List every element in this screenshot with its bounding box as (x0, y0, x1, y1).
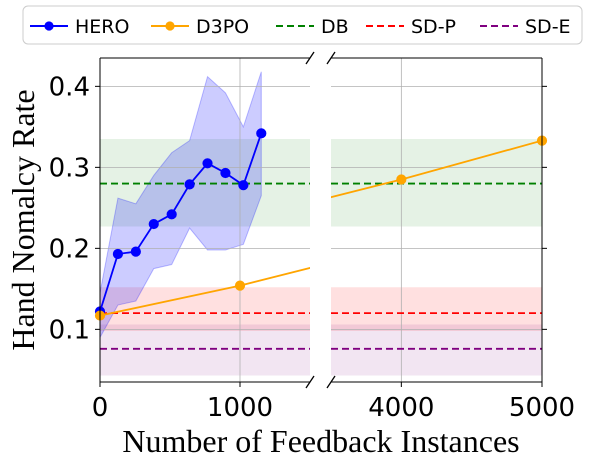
hero-point (112, 248, 124, 260)
legend-label: DB (321, 16, 349, 38)
hero-line-right (0, 133, 1, 311)
y-tick-label: 0.1 (49, 315, 90, 345)
y-tick-label: 0.3 (49, 153, 90, 183)
sd-p-band-right (331, 287, 542, 331)
hero-point (238, 180, 249, 191)
hero-point (184, 179, 195, 190)
legend-item-sd-p: SD-P (366, 16, 456, 38)
legend-item-db: DB (276, 16, 349, 38)
lines-layer (0, 128, 548, 350)
hero-confidence-band (99, 71, 262, 338)
axis-break-mark (326, 375, 336, 389)
legend-item-sd-e: SD-E (480, 16, 571, 38)
hero-point (148, 218, 159, 230)
hero-point (202, 158, 213, 169)
legend-label: D3PO (196, 16, 249, 38)
legend-item-hero: HERO (30, 16, 129, 38)
legend-marker (44, 21, 54, 31)
axis-break-mark (305, 51, 315, 65)
x-axis-title: Number of Feedback Instances (122, 423, 519, 459)
d3po-line-right (331, 139, 542, 199)
hero-point (220, 167, 231, 179)
legend-label: HERO (75, 16, 129, 38)
d3po-point (396, 174, 407, 185)
hero-line-left (100, 133, 263, 312)
sd-e-band-left (100, 324, 310, 376)
legend-item-d3po: D3PO (151, 16, 249, 38)
legend-label: SD-E (525, 16, 571, 38)
d3po-point (234, 280, 246, 291)
axis-break-mark (326, 51, 336, 65)
legend-marker (165, 21, 175, 31)
legend-label: SD-P (411, 16, 456, 38)
sd-e-band-right (331, 324, 542, 376)
hero-point (256, 128, 267, 139)
hero-point (166, 209, 177, 220)
y-tick-label: 0.4 (49, 72, 90, 102)
y-tick-label: 0.2 (49, 234, 90, 264)
bands-layer (99, 71, 542, 376)
sd-p-band-left (100, 287, 310, 331)
d3po-line-left (100, 266, 310, 317)
hero-point (130, 246, 141, 257)
x-tick-label: 4000 (368, 393, 434, 423)
x-tick-label: 1000 (207, 393, 273, 423)
axis-break-mark (305, 375, 315, 389)
y-axis-title: Hand Nomalcy Rate (5, 89, 41, 350)
x-tick-label: 0 (92, 393, 109, 423)
x-tick-label: 5000 (509, 393, 575, 423)
legend: HERO D3PO DB SD-P SD-E (22, 5, 583, 45)
